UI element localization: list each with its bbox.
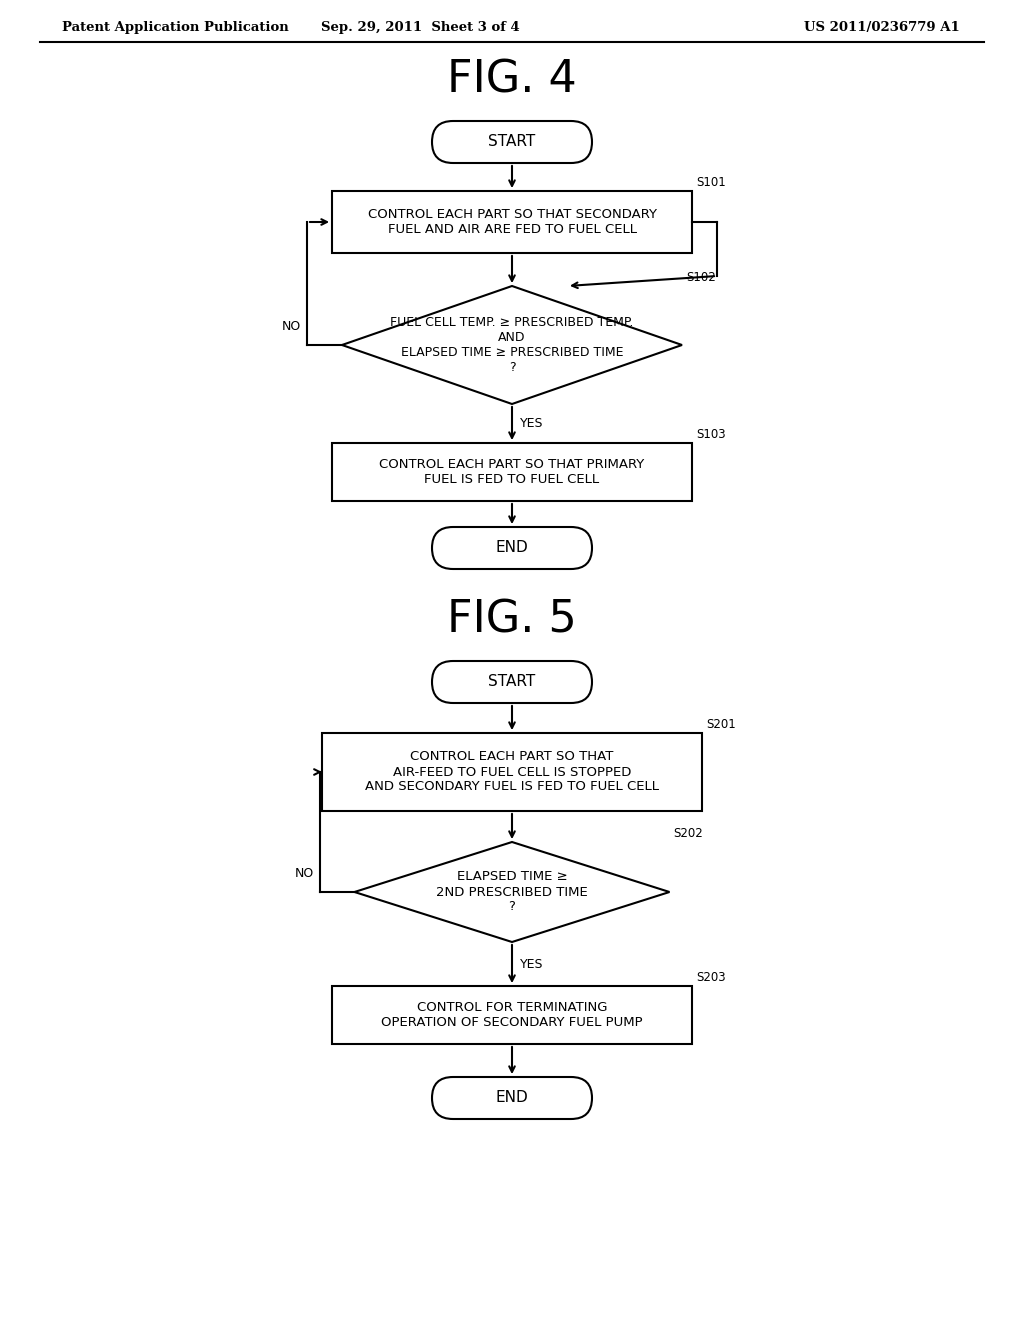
Text: NO: NO xyxy=(294,867,313,880)
Bar xyxy=(322,733,702,810)
Polygon shape xyxy=(354,842,670,942)
Text: CONTROL EACH PART SO THAT
AIR-FEED TO FUEL CELL IS STOPPED
AND SECONDARY FUEL IS: CONTROL EACH PART SO THAT AIR-FEED TO FU… xyxy=(365,751,659,793)
Text: ELAPSED TIME ≥
2ND PRESCRIBED TIME
?: ELAPSED TIME ≥ 2ND PRESCRIBED TIME ? xyxy=(436,870,588,913)
Text: CONTROL EACH PART SO THAT SECONDARY
FUEL AND AIR ARE FED TO FUEL CELL: CONTROL EACH PART SO THAT SECONDARY FUEL… xyxy=(368,209,656,236)
Text: YES: YES xyxy=(520,417,544,430)
Text: NO: NO xyxy=(282,319,301,333)
Text: S101: S101 xyxy=(696,176,726,189)
Bar xyxy=(332,191,692,253)
Text: YES: YES xyxy=(520,957,544,970)
Polygon shape xyxy=(342,286,682,404)
Text: Patent Application Publication: Patent Application Publication xyxy=(62,21,289,33)
Bar xyxy=(332,444,692,502)
FancyBboxPatch shape xyxy=(432,661,592,704)
Text: CONTROL FOR TERMINATING
OPERATION OF SECONDARY FUEL PUMP: CONTROL FOR TERMINATING OPERATION OF SEC… xyxy=(381,1001,643,1030)
FancyBboxPatch shape xyxy=(432,121,592,162)
Text: S201: S201 xyxy=(706,718,736,731)
Text: US 2011/0236779 A1: US 2011/0236779 A1 xyxy=(804,21,961,33)
Text: S203: S203 xyxy=(696,972,726,983)
Text: END: END xyxy=(496,1090,528,1106)
Text: END: END xyxy=(496,540,528,556)
Text: FIG. 4: FIG. 4 xyxy=(447,58,577,102)
Bar xyxy=(332,986,692,1044)
FancyBboxPatch shape xyxy=(432,1077,592,1119)
Text: S103: S103 xyxy=(696,428,726,441)
Text: START: START xyxy=(488,135,536,149)
Text: CONTROL EACH PART SO THAT PRIMARY
FUEL IS FED TO FUEL CELL: CONTROL EACH PART SO THAT PRIMARY FUEL I… xyxy=(379,458,645,486)
Text: S202: S202 xyxy=(674,828,703,840)
Text: FUEL CELL TEMP. ≥ PRESCRIBED TEMP.
AND
ELAPSED TIME ≥ PRESCRIBED TIME
?: FUEL CELL TEMP. ≥ PRESCRIBED TEMP. AND E… xyxy=(390,315,634,374)
Text: START: START xyxy=(488,675,536,689)
FancyBboxPatch shape xyxy=(432,527,592,569)
Text: S102: S102 xyxy=(686,271,716,284)
Text: FIG. 5: FIG. 5 xyxy=(447,598,577,642)
Text: Sep. 29, 2011  Sheet 3 of 4: Sep. 29, 2011 Sheet 3 of 4 xyxy=(321,21,519,33)
